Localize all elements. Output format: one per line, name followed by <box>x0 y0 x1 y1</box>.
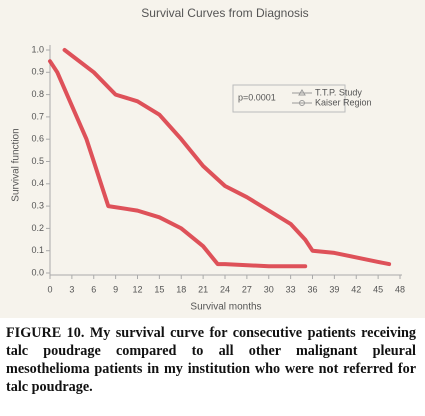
chart: Survival Curves from Diagnosis Survival … <box>11 6 405 313</box>
x-tick-label: 6 <box>91 284 96 294</box>
x-tick-label: 30 <box>264 284 274 294</box>
x-tick-label: 33 <box>286 284 296 294</box>
p-value: p=0.0001 <box>238 92 276 102</box>
y-tick-label: 0.6 <box>31 134 44 144</box>
caption: FIGURE 10. My survival curve for consecu… <box>6 324 416 396</box>
x-tick-label: 12 <box>132 284 142 294</box>
x-tick-label: 39 <box>329 284 339 294</box>
chart-title: Survival Curves from Diagnosis <box>141 6 308 20</box>
y-tick-label: 0.8 <box>31 89 44 99</box>
x-tick-label: 48 <box>395 284 405 294</box>
y-tick-label: 0.7 <box>31 111 44 121</box>
x-tick-label: 45 <box>373 284 383 294</box>
x-tick-label: 9 <box>113 284 118 294</box>
figure: Survival Curves from Diagnosis Survival … <box>0 0 425 318</box>
x-tick-label: 15 <box>154 284 164 294</box>
x-tick-label: 27 <box>242 284 252 294</box>
y-tick-label: 0.1 <box>31 245 44 255</box>
y-tick-label: 0.0 <box>31 267 44 277</box>
x-tick-label: 24 <box>220 284 230 294</box>
x-tick-label: 3 <box>69 284 74 294</box>
legend-symbol <box>298 89 306 96</box>
x-tick-label: 18 <box>176 284 186 294</box>
x-tick-label: 36 <box>307 284 317 294</box>
y-axis-label: Survival function <box>11 128 22 201</box>
x-tick-label: 42 <box>351 284 361 294</box>
survival-curve <box>48 59 308 269</box>
y-tick-label: 0.5 <box>31 156 44 166</box>
caption-text: My survival curve for consecutive patien… <box>6 325 416 395</box>
x-tick-label: 0 <box>47 284 52 294</box>
y-tick-label: 0.2 <box>31 223 44 233</box>
legend-label: Kaiser Region <box>315 97 372 107</box>
x-axis-label: Survival months <box>190 302 261 313</box>
legend-label: T.T.P. Study <box>315 87 362 97</box>
legend-symbol <box>299 100 305 106</box>
y-tick-label: 0.4 <box>31 178 44 188</box>
survival-curve <box>62 48 392 267</box>
y-tick-label: 1.0 <box>31 44 44 54</box>
y-tick-label: 0.9 <box>31 67 44 77</box>
x-tick-label: 21 <box>198 284 208 294</box>
caption-label: FIGURE 10. <box>6 325 85 341</box>
legend-box <box>232 84 346 113</box>
y-tick-label: 0.3 <box>31 200 44 210</box>
